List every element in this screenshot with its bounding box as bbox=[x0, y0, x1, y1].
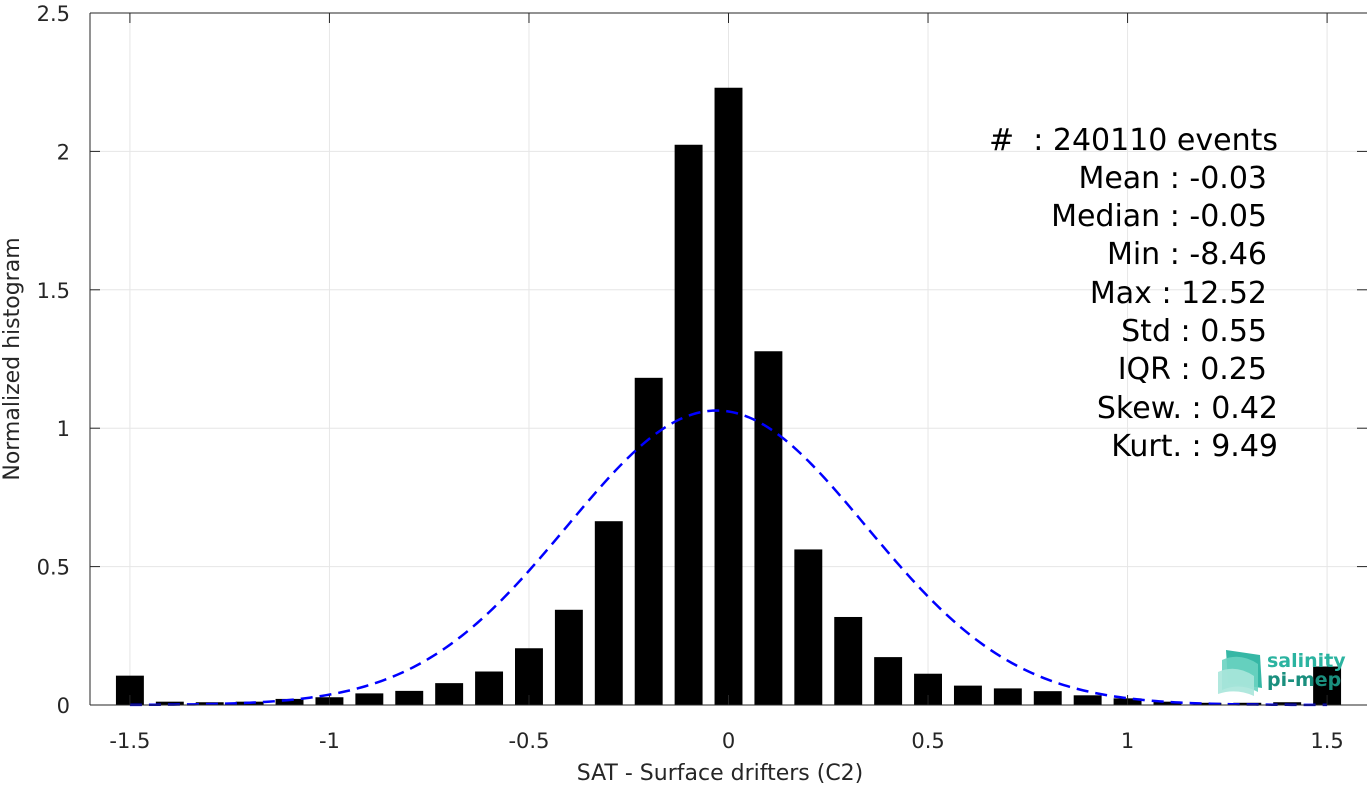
logo-text-salinity: salinity bbox=[1267, 650, 1346, 672]
stat-skew: Skew. : 0.42 bbox=[1097, 391, 1278, 426]
x-tick-label: 0.5 bbox=[911, 729, 944, 753]
y-tick-label: 2.5 bbox=[37, 2, 70, 26]
y-tick-label: 2 bbox=[57, 140, 70, 164]
logo-text-pimep: pi-mep bbox=[1267, 669, 1341, 691]
y-tick-label: 0 bbox=[57, 694, 70, 718]
stats-box: # : 240110 events Mean : -0.03 Median : … bbox=[989, 123, 1278, 464]
x-tick-label: 1.5 bbox=[1310, 729, 1343, 753]
y-axis-label: Normalized histogram bbox=[0, 237, 25, 480]
histogram-bar bbox=[275, 698, 304, 705]
x-tick-label: -0.5 bbox=[508, 729, 549, 753]
x-tick-label: 0 bbox=[722, 729, 735, 753]
y-tick-label: 1.5 bbox=[37, 279, 70, 303]
histogram-bars bbox=[115, 87, 1342, 705]
histogram-bar bbox=[1033, 691, 1062, 705]
histogram-bar bbox=[634, 377, 663, 705]
histogram-bar bbox=[475, 671, 504, 705]
histogram-bar bbox=[1153, 701, 1182, 705]
histogram-bar bbox=[834, 616, 863, 705]
histogram-bar bbox=[993, 688, 1022, 705]
histogram-bar bbox=[714, 87, 743, 705]
stat-iqr: IQR : 0.25 bbox=[1118, 352, 1267, 387]
salinity-pimep-logo: salinity pi-mep bbox=[1218, 650, 1346, 696]
x-tick-label: 1 bbox=[1121, 729, 1134, 753]
histogram-bar bbox=[554, 609, 583, 705]
stat-median: Median : -0.05 bbox=[1051, 199, 1267, 234]
stat-kurt: Kurt. : 9.49 bbox=[1111, 429, 1278, 464]
histogram-bar bbox=[754, 351, 783, 705]
histogram-bar bbox=[155, 701, 184, 705]
x-tick-label: -1.5 bbox=[109, 729, 150, 753]
plot-frame bbox=[89, 12, 1367, 706]
y-tick-label: 0.5 bbox=[37, 556, 70, 580]
histogram-bar bbox=[1193, 702, 1222, 705]
stat-mean: Mean : -0.03 bbox=[1078, 161, 1267, 196]
stat-std: Std : 0.55 bbox=[1121, 314, 1267, 349]
histogram-bar bbox=[674, 144, 703, 705]
stat-min: Min : -8.46 bbox=[1107, 237, 1267, 272]
histogram-bar bbox=[794, 549, 823, 705]
x-axis-label: SAT - Surface drifters (C2) bbox=[577, 761, 864, 785]
histogram-bar bbox=[1073, 695, 1102, 705]
stat-max: Max : 12.52 bbox=[1090, 276, 1267, 311]
histogram-bar bbox=[435, 683, 464, 705]
y-tick-labels: 0 0.5 1 1.5 2 2.5 bbox=[37, 2, 70, 718]
stat-events: # : 240110 events bbox=[989, 123, 1278, 158]
histogram-bar bbox=[953, 685, 982, 705]
logo-waves-icon bbox=[1218, 650, 1262, 696]
histogram-bar bbox=[355, 693, 384, 705]
x-tick-label: -1 bbox=[319, 729, 340, 753]
normal-fit-curve bbox=[129, 409, 1328, 707]
x-tick-labels: -1.5 -1 -0.5 0 0.5 1 1.5 bbox=[109, 729, 1343, 753]
y-tick-label: 1 bbox=[57, 417, 70, 441]
histogram-bar bbox=[395, 690, 424, 705]
histogram-bar bbox=[874, 657, 903, 705]
histogram-bar bbox=[594, 521, 623, 705]
